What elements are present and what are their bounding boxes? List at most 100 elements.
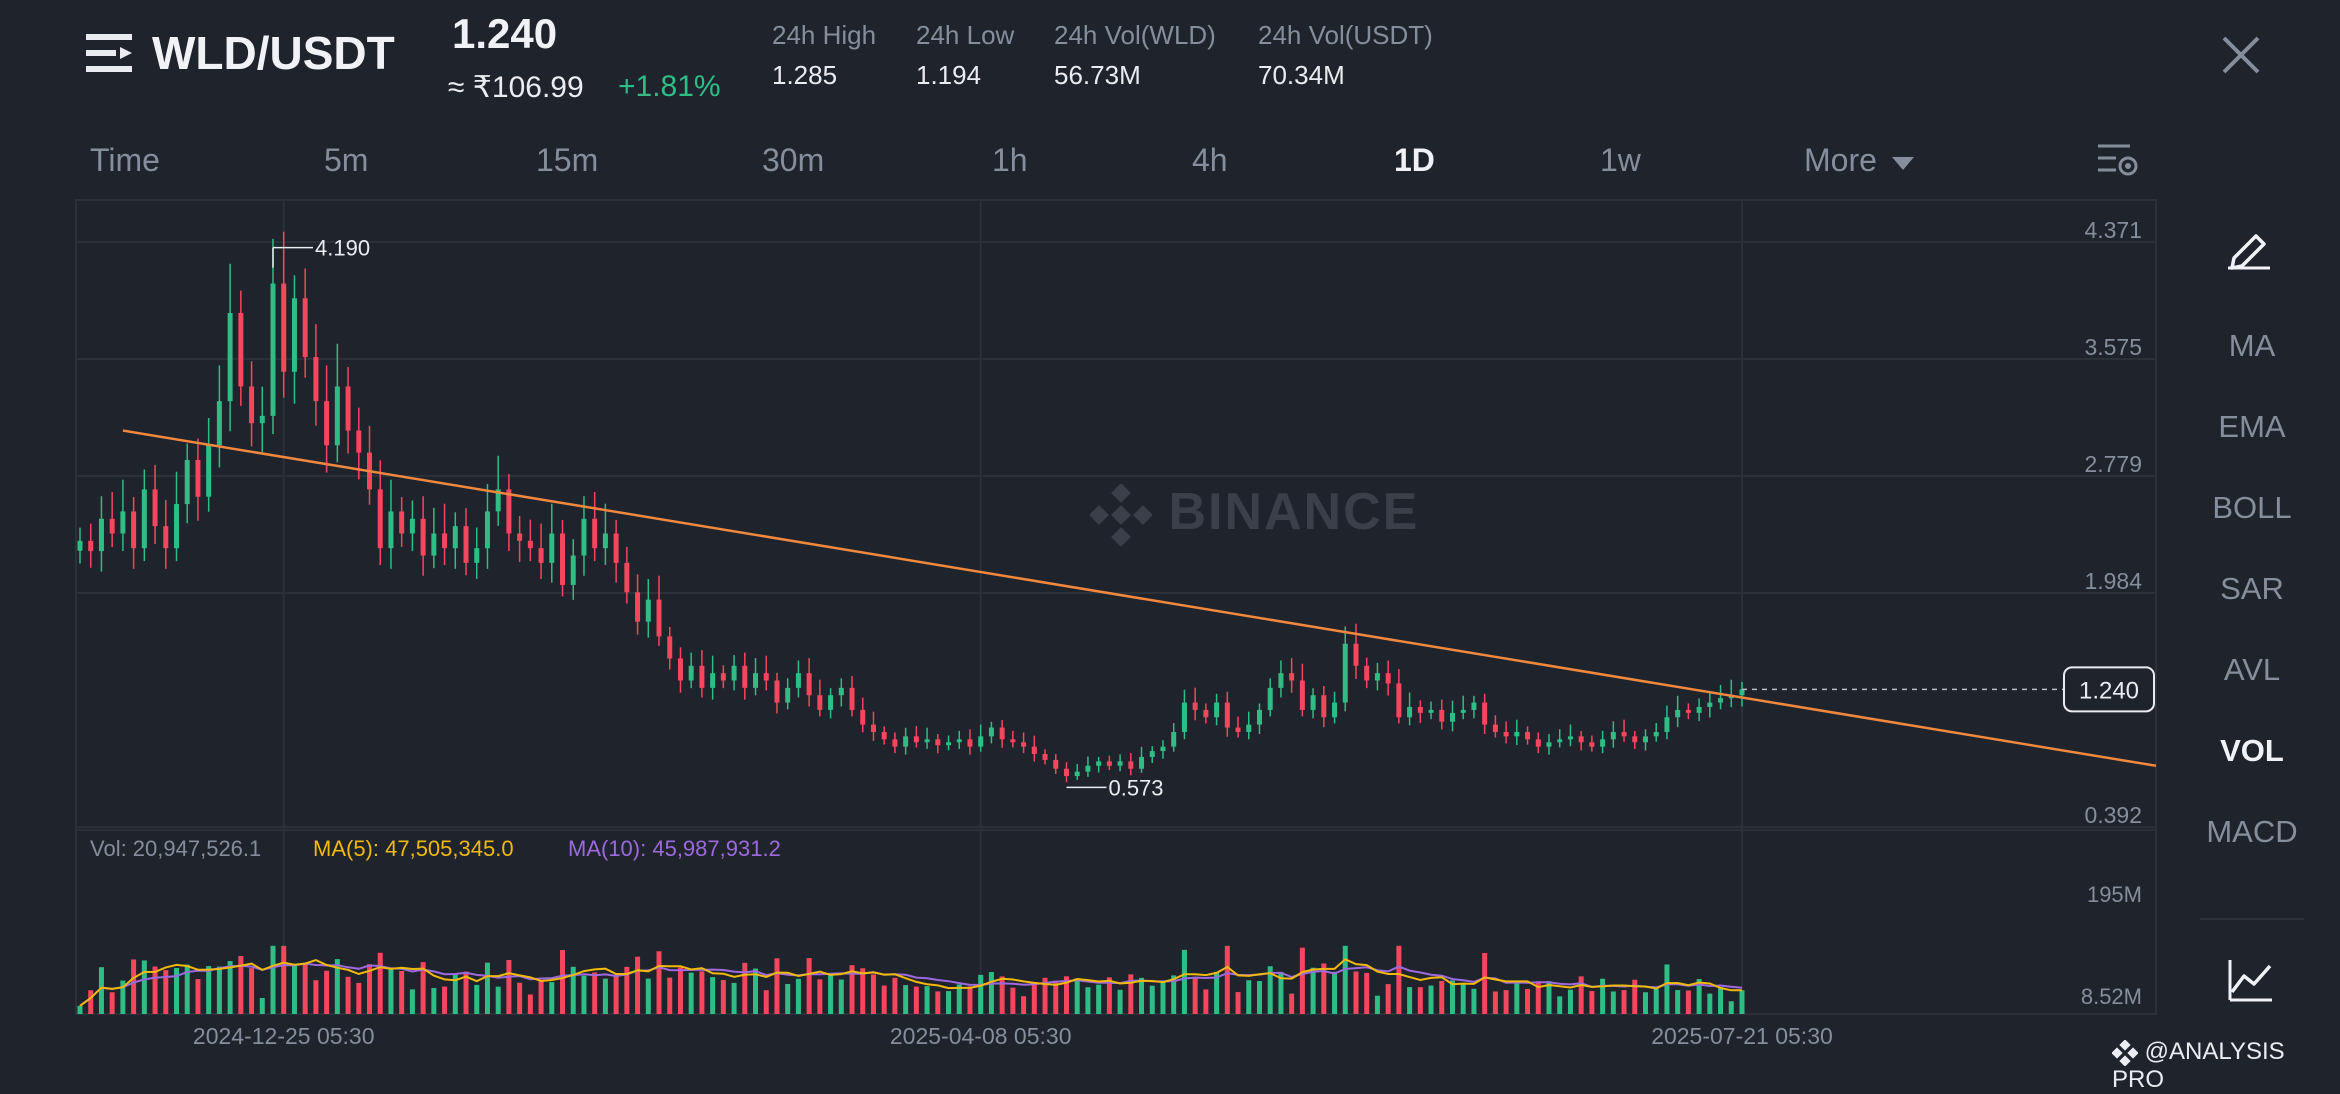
volume-bar (613, 976, 619, 1014)
volume-bar (1342, 945, 1348, 1014)
tab-1h[interactable]: 1h (992, 142, 1028, 178)
candle-body (1224, 702, 1230, 728)
indicator-vol[interactable]: VOL (2220, 733, 2284, 768)
indicator-chart-icon[interactable] (2228, 958, 2274, 1004)
indicator-boll[interactable]: BOLL (2212, 490, 2292, 525)
volume-bar (420, 962, 426, 1014)
tab-30m[interactable]: 30m (762, 142, 825, 178)
volume-bar (656, 951, 662, 1014)
candle-body (216, 401, 222, 446)
volume-bar (313, 980, 319, 1014)
candle-body (913, 736, 919, 743)
tab-time[interactable]: Time (90, 142, 160, 178)
volume-bar (1160, 982, 1166, 1014)
volume-bar (1256, 981, 1262, 1014)
candle-body (828, 695, 834, 710)
candle-body (474, 548, 480, 563)
volume-bar (195, 979, 201, 1014)
volume-bar (924, 986, 930, 1014)
volume-bar (881, 985, 887, 1014)
candle-body (1085, 765, 1091, 772)
volume-bar (592, 972, 598, 1014)
candle-body (1396, 683, 1402, 718)
volume-bar (570, 966, 576, 1014)
candle-body (1278, 673, 1284, 688)
candle-body (935, 739, 941, 746)
volume-bar (495, 986, 501, 1014)
candle-body (946, 742, 952, 746)
tab-1d[interactable]: 1D (1394, 142, 1435, 178)
volume-bar (1235, 992, 1241, 1014)
candle-body (377, 489, 383, 549)
tab-4h[interactable]: 4h (1192, 142, 1228, 178)
tab-1w[interactable]: 1w (1600, 142, 1641, 178)
close-icon[interactable] (2216, 30, 2266, 80)
candle-body (1653, 731, 1659, 737)
volume-bar (1718, 986, 1724, 1014)
candle-body (1621, 731, 1627, 737)
candle-body (838, 687, 844, 696)
vol-legend: Vol: 20,947,526.1 (90, 836, 261, 861)
volume-bar (1589, 991, 1595, 1014)
volume-bar (474, 984, 480, 1014)
tab-5m[interactable]: 5m (324, 142, 369, 178)
candle-body (1664, 717, 1670, 732)
candle-body (677, 658, 683, 681)
menu-icon[interactable] (86, 30, 132, 78)
tab-more[interactable]: More (1804, 142, 1914, 179)
indicator-ma[interactable]: MA (2228, 328, 2276, 363)
candle-body (1353, 643, 1359, 666)
candle-body (774, 680, 780, 703)
volume-bar (249, 968, 255, 1014)
candle-body (1364, 665, 1370, 681)
candle-body (1203, 709, 1209, 718)
candle-body (549, 533, 555, 563)
volume-bar (334, 959, 340, 1014)
current-price-label: 1.240 (2079, 677, 2139, 704)
volume-bar (484, 962, 490, 1014)
candle-body (988, 727, 994, 737)
pencil-draw-icon[interactable] (2226, 224, 2274, 270)
volume-bar (1106, 977, 1112, 1014)
volume-bar (1621, 990, 1627, 1014)
candle-body (420, 518, 426, 556)
indicator-sar[interactable]: SAR (2220, 571, 2284, 606)
volume-bar (324, 970, 330, 1014)
date-tick-label: 2024-12-25 05:30 (193, 1023, 375, 1049)
volume-bar (838, 979, 844, 1014)
date-tick-label: 2025-04-08 05:30 (890, 1023, 1072, 1049)
volume-bar (302, 962, 308, 1014)
volume-bar (785, 983, 791, 1014)
volume-bar (828, 974, 834, 1014)
indicator-ema[interactable]: EMA (2218, 409, 2286, 444)
volume-bar (699, 971, 705, 1014)
chart-settings-icon[interactable] (2096, 140, 2140, 180)
candle-body (613, 533, 619, 563)
candle-body (795, 673, 801, 688)
watermark-text: BINANCE (1168, 483, 1420, 541)
volume-bar (1728, 1001, 1734, 1014)
volume-bar (1567, 989, 1573, 1014)
indicator-macd[interactable]: MACD (2206, 814, 2298, 849)
volume-bar (259, 998, 265, 1014)
candle-body (592, 518, 598, 549)
candle-body (688, 665, 694, 681)
volume-bar (1096, 984, 1102, 1014)
volume-bar (817, 979, 823, 1014)
volume-bar (1171, 975, 1177, 1014)
volume-bar (238, 955, 244, 1014)
volume-bar (345, 976, 351, 1014)
tab-15m[interactable]: 15m (536, 142, 599, 178)
trading-pair-title[interactable]: WLD/USDT (152, 27, 395, 79)
volume-bar (281, 945, 287, 1014)
volume-bar (1332, 971, 1338, 1014)
candle-body (1192, 702, 1198, 710)
candle-body (206, 445, 212, 497)
brand-diamond-icon (2111, 1038, 2139, 1067)
candle-body (1246, 724, 1252, 732)
volume-bar (1546, 981, 1552, 1014)
volume-bar (1407, 987, 1413, 1014)
volume-bar (131, 959, 137, 1014)
indicator-avl[interactable]: AVL (2223, 652, 2281, 687)
